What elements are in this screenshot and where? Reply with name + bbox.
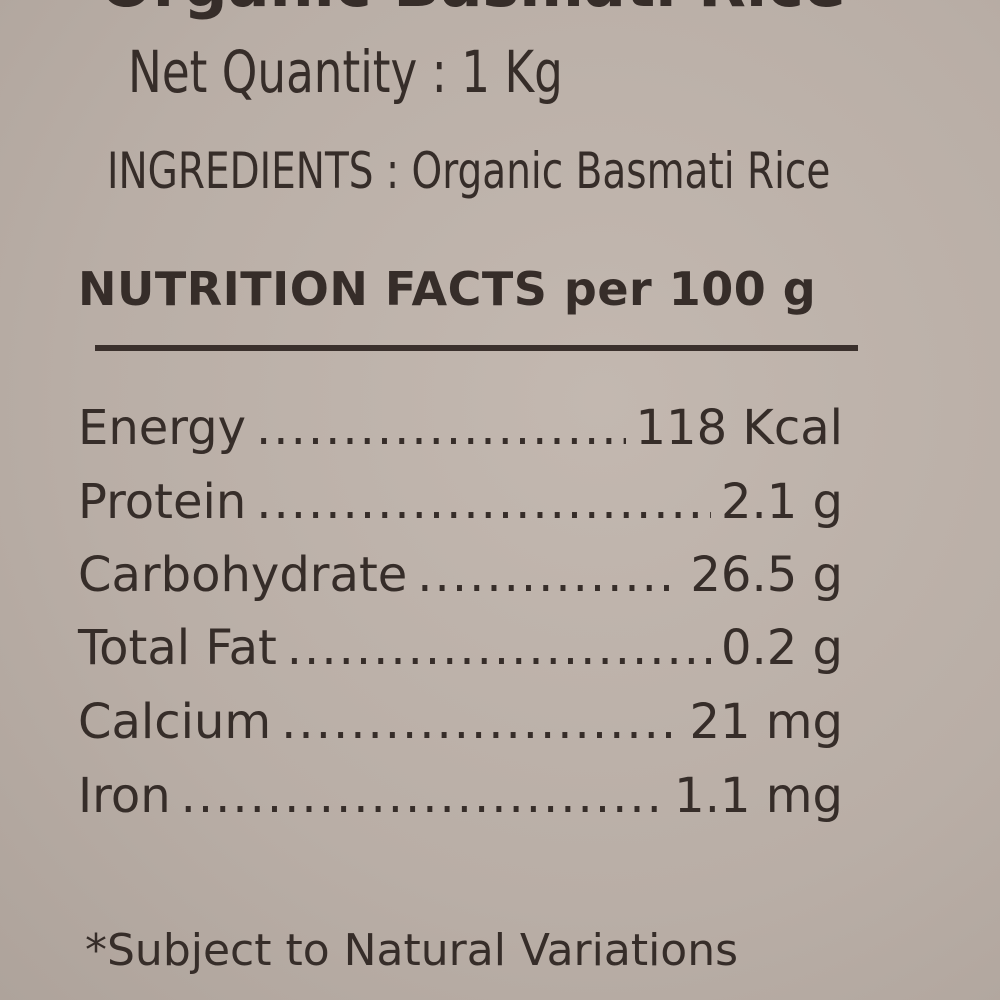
dot-leader: ........................................… bbox=[281, 694, 679, 750]
nutrient-row: Carbohydrate ...........................… bbox=[78, 547, 843, 617]
dot-leader: ........................................… bbox=[256, 474, 711, 530]
nutrition-heading: NUTRITION FACTS per 100 g bbox=[78, 262, 817, 316]
nutrient-value: 21 mg bbox=[689, 694, 843, 750]
nutrient-label: Energy bbox=[78, 400, 247, 456]
nutrient-row: Calcium ................................… bbox=[78, 694, 843, 764]
nutrient-label: Iron bbox=[78, 768, 171, 824]
nutrient-label: Protein bbox=[78, 474, 247, 530]
dot-leader: ........................................… bbox=[180, 768, 665, 824]
nutrient-row: Protein ................................… bbox=[78, 474, 843, 544]
nutrient-label: Carbohydrate bbox=[78, 547, 408, 603]
nutrient-value: 2.1 g bbox=[720, 474, 843, 530]
divider-rule bbox=[95, 345, 858, 351]
dot-leader: ........................................… bbox=[417, 547, 680, 603]
nutrient-row: Energy .................................… bbox=[78, 400, 843, 470]
nutrient-value: 26.5 g bbox=[690, 547, 843, 603]
nutrient-row: Total Fat ..............................… bbox=[78, 620, 843, 690]
product-name: Organic Basmati Rice bbox=[100, 0, 846, 21]
net-quantity: Net Quantity : 1 Kg bbox=[128, 38, 563, 106]
nutrient-label: Calcium bbox=[78, 694, 272, 750]
nutrient-label: Total Fat bbox=[78, 620, 277, 676]
nutrient-value: 0.2 g bbox=[720, 620, 843, 676]
nutrient-row: Iron ...................................… bbox=[78, 768, 843, 838]
nutrient-value: 1.1 mg bbox=[674, 768, 843, 824]
dot-leader: ........................................… bbox=[256, 400, 625, 456]
dot-leader: ........................................… bbox=[286, 620, 711, 676]
footnote: *Subject to Natural Variations bbox=[85, 925, 739, 976]
nutrient-value: 118 Kcal bbox=[635, 400, 844, 456]
ingredients: INGREDIENTS : Organic Basmati Rice bbox=[107, 142, 831, 200]
